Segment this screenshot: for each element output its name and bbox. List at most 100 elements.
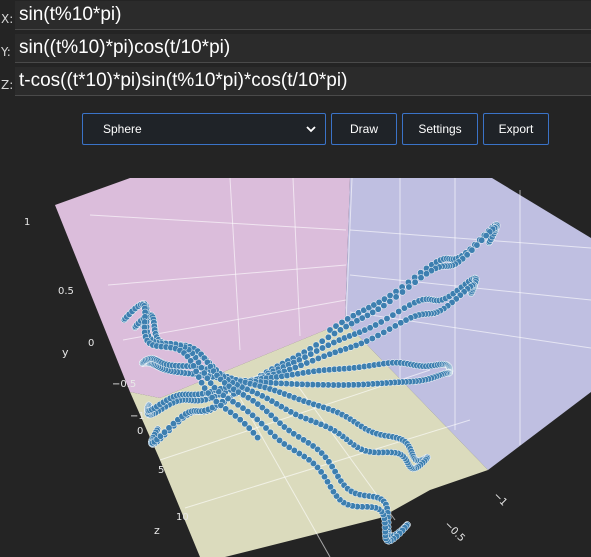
data-point <box>204 389 212 397</box>
data-point <box>212 398 220 406</box>
data-point <box>198 379 206 387</box>
data-point <box>170 420 177 428</box>
x-equation-row: X: <box>0 0 591 31</box>
data-point <box>222 405 230 413</box>
settings-button[interactable]: Settings <box>402 113 478 145</box>
data-point <box>254 434 262 442</box>
data-point <box>217 401 225 409</box>
x-pane <box>345 178 591 470</box>
data-point <box>280 423 288 431</box>
data-point <box>236 416 244 424</box>
data-point <box>348 320 356 328</box>
data-point <box>427 267 435 275</box>
x-equation-input[interactable] <box>15 1 591 30</box>
data-point <box>309 357 317 365</box>
data-point <box>307 350 315 358</box>
data-point <box>366 324 374 332</box>
y-pane <box>55 178 350 398</box>
preset-select[interactable]: Sphere <box>82 113 326 145</box>
x-tick-label: −1 <box>491 490 509 508</box>
data-point <box>271 433 279 440</box>
data-point <box>400 304 408 312</box>
data-point <box>392 293 400 301</box>
data-point <box>229 398 237 406</box>
data-point <box>468 246 476 254</box>
data-point <box>258 404 266 412</box>
data-point <box>374 305 382 313</box>
data-point <box>336 326 344 334</box>
data-point <box>344 315 352 323</box>
data-point <box>219 391 227 399</box>
data-point <box>320 352 328 360</box>
data-point <box>272 415 280 423</box>
data-point <box>383 315 391 323</box>
data-point <box>405 283 413 291</box>
data-point <box>349 312 357 320</box>
data-point <box>249 397 257 405</box>
data-point <box>215 388 223 396</box>
data-point <box>482 232 490 240</box>
data-point <box>258 420 266 428</box>
data-point <box>369 308 377 316</box>
data-point <box>161 428 169 436</box>
data-point <box>353 317 361 325</box>
data-point <box>234 401 242 409</box>
data-point <box>324 341 332 349</box>
data-point <box>227 408 235 416</box>
data-point <box>314 463 321 471</box>
data-point <box>201 384 209 392</box>
data-point <box>285 443 293 451</box>
data-point <box>324 333 332 341</box>
data-point <box>192 367 200 375</box>
data-point <box>318 337 326 345</box>
data-point <box>399 288 406 296</box>
data-point <box>325 458 333 466</box>
y-tick-label: 0 <box>88 338 94 349</box>
data-point <box>301 353 309 361</box>
data-point <box>295 450 303 457</box>
data-point <box>303 359 311 367</box>
data-point <box>254 400 262 408</box>
data-point <box>203 374 211 382</box>
x-equation-label: X: <box>1 11 14 26</box>
data-point <box>244 394 252 402</box>
data-point <box>200 369 208 377</box>
data-point <box>165 424 173 432</box>
data-point <box>312 341 320 349</box>
data-point <box>377 318 385 326</box>
data-point <box>285 427 293 434</box>
data-point <box>245 424 253 432</box>
data-point <box>326 326 334 334</box>
data-point <box>478 236 486 244</box>
y-equation-input[interactable] <box>15 34 591 63</box>
data-point <box>305 456 313 464</box>
scatter-3d-plot[interactable]: 1 0.5 0 −0.5 −1 y 0 5 10 z −1 −0.5 <box>0 150 591 557</box>
data-point <box>374 332 382 339</box>
data-point <box>372 321 380 329</box>
z-equation-row: Z: <box>0 66 591 97</box>
draw-button[interactable]: Draw <box>331 113 397 145</box>
data-point <box>368 335 376 342</box>
z-tick-label: 5 <box>158 465 164 476</box>
data-point <box>239 404 247 412</box>
data-point <box>380 302 388 310</box>
data-point <box>423 270 430 278</box>
data-point <box>263 407 271 415</box>
data-point <box>397 319 405 327</box>
data-point <box>313 347 321 355</box>
data-point <box>207 379 215 387</box>
y-axis-label: y <box>62 346 69 359</box>
data-point <box>317 468 325 476</box>
data-point <box>195 373 203 381</box>
data-point <box>386 292 394 299</box>
data-point <box>375 298 383 306</box>
y-equation-label: Y: <box>1 44 11 59</box>
export-button[interactable]: Export <box>483 113 549 145</box>
data-point <box>208 394 216 402</box>
data-point <box>463 251 471 259</box>
data-point <box>473 241 481 249</box>
z-equation-input[interactable] <box>15 67 591 96</box>
data-point <box>190 362 197 370</box>
y-tick-label: 0.5 <box>58 286 74 297</box>
data-point <box>290 430 298 438</box>
